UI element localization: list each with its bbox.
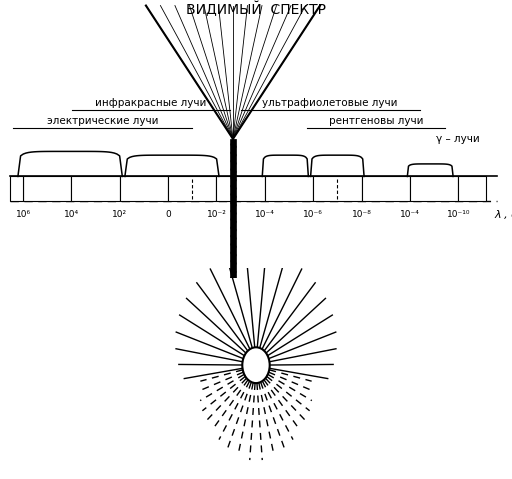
Bar <box>458 176 486 201</box>
Bar <box>217 176 265 201</box>
Bar <box>410 176 458 201</box>
Bar <box>265 176 313 201</box>
Bar <box>168 176 217 201</box>
Text: 10⁻⁴: 10⁻⁴ <box>400 210 420 219</box>
Text: γ – лучи: γ – лучи <box>436 135 480 145</box>
Bar <box>361 176 410 201</box>
Text: 10⁻⁸: 10⁻⁸ <box>352 210 372 219</box>
Bar <box>313 176 361 201</box>
Bar <box>10 176 23 201</box>
Text: 10⁻¹⁰: 10⁻¹⁰ <box>446 210 470 219</box>
Bar <box>120 176 168 201</box>
Text: 10²: 10² <box>112 210 127 219</box>
Text: 10⁴: 10⁴ <box>64 210 79 219</box>
Bar <box>23 176 71 201</box>
Text: 10⁻⁶: 10⁻⁶ <box>303 210 323 219</box>
Text: 10⁶: 10⁶ <box>15 210 31 219</box>
Bar <box>230 139 236 278</box>
Text: инфракрасные лучи: инфракрасные лучи <box>95 98 207 108</box>
Text: λ , см: λ , см <box>494 210 512 220</box>
Ellipse shape <box>242 347 270 383</box>
Text: 10⁻⁴: 10⁻⁴ <box>255 210 275 219</box>
Text: электрические лучи: электрические лучи <box>47 116 158 126</box>
Text: ультрафиолетовые лучи: ультрафиолетовые лучи <box>263 98 398 108</box>
Text: рентгеновы лучи: рентгеновы лучи <box>329 116 423 126</box>
Text: 0: 0 <box>165 210 171 219</box>
Polygon shape <box>146 6 320 139</box>
Bar <box>71 176 120 201</box>
Text: ВИДИМЫЙ  СПЕКТР: ВИДИМЫЙ СПЕКТР <box>186 1 326 17</box>
Text: 10⁻²: 10⁻² <box>206 210 226 219</box>
